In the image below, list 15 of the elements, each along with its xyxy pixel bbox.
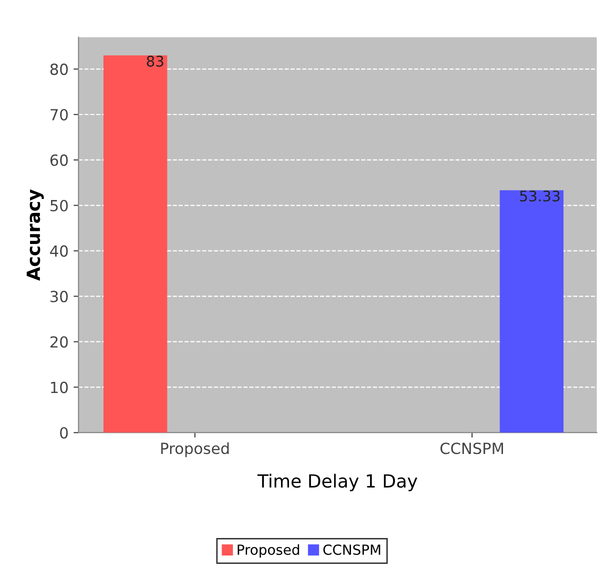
legend-label: CCNSPM (323, 544, 380, 555)
y-tick-label: 40 (50, 245, 68, 257)
y-tick-label: 20 (50, 336, 68, 348)
y-tick-label: 0 (60, 427, 68, 439)
y-tick-label: 10 (51, 382, 68, 394)
data-label: 53.33 (520, 190, 560, 202)
data-label: 83 (146, 56, 164, 67)
y-tick-label: 80 (50, 64, 68, 76)
y-tick-label: 60 (50, 154, 68, 166)
y-axis-title: Accuracy (26, 189, 44, 281)
legend-label: Proposed (238, 544, 300, 558)
y-tick-label: 30 (50, 290, 68, 302)
y-tick-label: 70 (50, 108, 68, 121)
y-tick-label: 50 (50, 200, 68, 212)
x-axis-title: Time Delay 1 Day (257, 474, 418, 492)
